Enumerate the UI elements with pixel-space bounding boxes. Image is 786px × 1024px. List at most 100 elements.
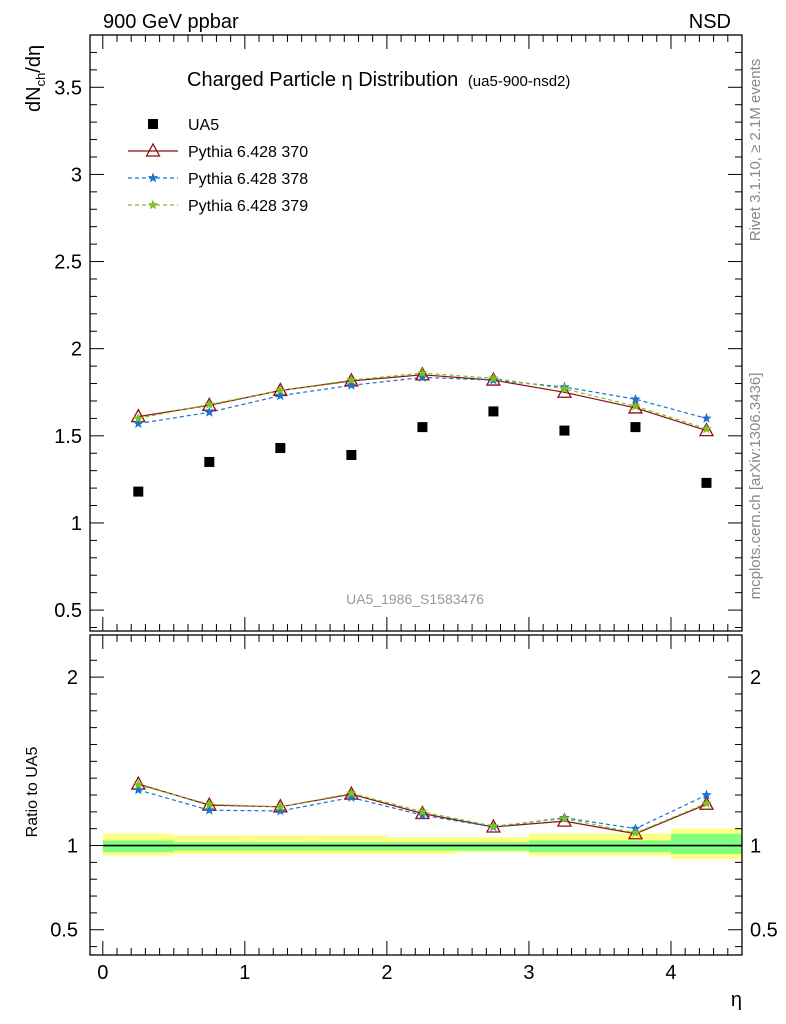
data-point-s2-1 — [204, 406, 215, 417]
x-tick-label: 2 — [381, 962, 392, 984]
main-ytick-label: 2.5 — [54, 252, 82, 274]
ratio-ytick-label-right: 0.5 — [750, 920, 778, 942]
ratio-band-stat-2 — [244, 842, 316, 851]
main-ytick-label: 1 — [71, 513, 82, 535]
data-point-s0-4 — [417, 422, 428, 433]
data-point-s2-3 — [346, 379, 357, 390]
legend: UA5 Pythia 6.428 370 Pythia 6.428 378 Pythi… — [128, 117, 308, 215]
data-point-s1-8 — [698, 422, 715, 437]
ratio-band-stat-4 — [386, 842, 458, 851]
data-point-s3-4 — [417, 367, 428, 378]
data-point-s1-7 — [627, 399, 644, 414]
analysis-watermark: UA5_1986_S1583476 — [346, 591, 484, 607]
legend-marker-3 — [147, 199, 159, 210]
data-point-s2-0 — [133, 418, 144, 429]
legend-label-2: Pythia 6.428 378 — [188, 171, 308, 188]
header-left-label: 900 GeV ppbar — [103, 11, 239, 33]
legend-label-1: Pythia 6.428 370 — [188, 144, 308, 161]
data-point-s3-3 — [346, 374, 357, 385]
ratio-plot-marks — [102, 775, 742, 859]
data-point-s0-1 — [204, 456, 215, 467]
rivet-side-label: Rivet 3.1.10, ≥ 2.1M events — [747, 59, 764, 242]
main-y-axis-label-tail: /dη — [23, 45, 45, 73]
data-point-s0-5 — [488, 406, 499, 417]
data-point-s0-8 — [701, 477, 712, 488]
ratio-point-s1-1 — [204, 804, 215, 815]
data-point-s1-6 — [556, 383, 573, 398]
data-point-s1-4 — [414, 366, 430, 381]
main-axis-ticks: 0.5 1 1.5 2 2.5 3 3.5 — [54, 35, 742, 631]
chart-title-main: Charged Particle η Distribution — [187, 69, 458, 91]
data-point-s3-0 — [133, 412, 144, 423]
legend-label-0: UA5 — [188, 117, 219, 134]
data-point-s0-3 — [346, 449, 357, 460]
ratio-ytick-label-left: 0.5 — [50, 920, 78, 942]
legend-marker-1 — [145, 142, 161, 157]
main-ytick-label: 2 — [71, 339, 82, 361]
ratio-point-s2-8 — [701, 797, 712, 808]
data-point-s3-8 — [701, 423, 712, 434]
data-point-s0-7 — [630, 422, 641, 433]
x-axis-label: η — [731, 989, 742, 1011]
ratio-point-s2-2 — [275, 801, 286, 812]
main-y-axis-label-sub: ch — [33, 73, 48, 87]
x-tick-label: 1 — [239, 962, 250, 984]
ratio-point-s1-3 — [346, 792, 357, 802]
chart-title-sub: (ua5-900-nsd2) — [468, 73, 571, 90]
ratio-point-s2-3 — [346, 787, 357, 798]
ratio-point-s2-5 — [488, 820, 499, 831]
legend-marker-2 — [147, 172, 159, 183]
legend-marker-0 — [148, 119, 158, 129]
ratio-ytick-label-right: 1 — [750, 836, 761, 858]
ratio-band-stat-7 — [599, 840, 671, 853]
chart-title: Charged Particle η Distribution (ua5-900… — [187, 69, 570, 91]
ratio-panel: 0.5 0.5 1 1 2 2 0 1 2 3 4 Ratio to UA5 η — [24, 634, 778, 1011]
data-point-s0-6 — [559, 425, 570, 436]
main-ytick-label: 0.5 — [54, 600, 82, 622]
main-panel: 0.5 1 1.5 2 2.5 3 3.5 Charged Particle η Distr… — [23, 34, 743, 632]
ratio-band-stat-3 — [315, 842, 387, 851]
header-right-label: NSD — [689, 11, 731, 33]
ratio-point-s2-6 — [559, 813, 570, 823]
data-point-s3-2 — [275, 385, 286, 395]
ratio-band-stat-8 — [670, 833, 742, 854]
x-tick-label: 4 — [665, 962, 676, 984]
ratio-y-axis-label: Ratio to UA5 — [24, 747, 41, 838]
main-y-axis-label: dNch/dη — [23, 45, 48, 112]
ratio-point-s1-2 — [275, 805, 286, 816]
ratio-ytick-label-right: 2 — [750, 667, 761, 689]
ratio-band-stat-6 — [528, 840, 600, 853]
legend-label-3: Pythia 6.428 379 — [188, 198, 308, 215]
ratio-ytick-label-left: 2 — [67, 667, 78, 689]
ratio-point-s2-1 — [204, 798, 215, 809]
ratio-point-s2-7 — [630, 827, 641, 838]
ratio-point-s0-6 — [556, 812, 573, 827]
data-point-s2-7 — [630, 393, 641, 404]
main-ytick-label: 3.5 — [54, 77, 82, 99]
ratio-band-stat-0 — [102, 840, 174, 853]
main-ytick-label: 1.5 — [54, 426, 82, 448]
ratio-frame — [89, 634, 743, 956]
ratio-band-stat-1 — [173, 842, 245, 851]
ratio-point-s1-4 — [417, 809, 428, 820]
main-ytick-label: 3 — [71, 164, 82, 186]
ratio-point-s2-4 — [417, 806, 428, 817]
ratio-point-s0-4 — [414, 805, 430, 820]
mcplots-side-label: mcplots.cern.ch [arXiv:1306.3436] — [747, 373, 764, 600]
data-point-s3-5 — [488, 372, 499, 383]
ratio-band-stat-5 — [457, 842, 529, 851]
main-plot-marks — [130, 366, 715, 497]
main-y-axis-label-main: dN — [23, 86, 45, 112]
ratio-axis-ticks: 0.5 0.5 1 1 2 2 0 1 2 3 4 — [50, 635, 778, 984]
x-tick-label: 0 — [97, 962, 108, 984]
ratio-point-s2-0 — [133, 779, 144, 790]
series-line-2 — [138, 376, 707, 425]
data-point-s3-6 — [559, 383, 570, 394]
x-tick-label: 3 — [523, 962, 534, 984]
data-point-s2-4 — [417, 371, 428, 382]
main-frame — [89, 34, 743, 632]
data-point-s3-1 — [204, 399, 215, 409]
data-point-s2-2 — [275, 390, 286, 401]
data-point-s0-0 — [133, 486, 144, 497]
